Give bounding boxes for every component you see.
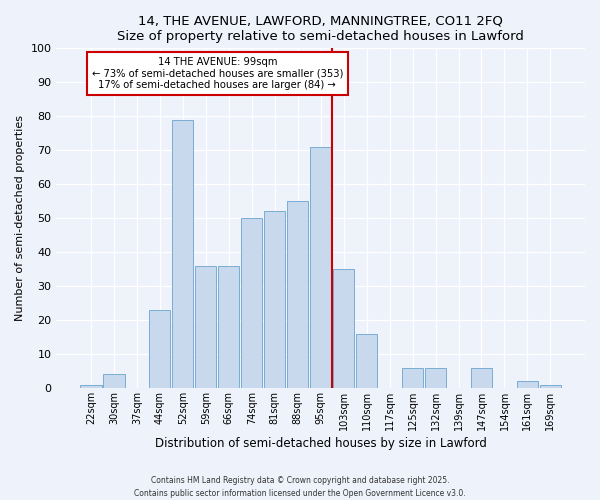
Bar [333,269,354,388]
Bar [287,201,308,388]
Bar [517,381,538,388]
Bar [425,368,446,388]
Bar [540,384,561,388]
Y-axis label: Number of semi-detached properties: Number of semi-detached properties [15,115,25,321]
Bar [172,120,193,388]
Bar [80,384,101,388]
Bar [149,310,170,388]
Bar [241,218,262,388]
Bar [402,368,423,388]
Bar [471,368,492,388]
Text: 14 THE AVENUE: 99sqm
← 73% of semi-detached houses are smaller (353)
17% of semi: 14 THE AVENUE: 99sqm ← 73% of semi-detac… [92,57,343,90]
Bar [103,374,125,388]
Bar [310,147,331,388]
Title: 14, THE AVENUE, LAWFORD, MANNINGTREE, CO11 2FQ
Size of property relative to semi: 14, THE AVENUE, LAWFORD, MANNINGTREE, CO… [117,15,524,43]
Bar [356,334,377,388]
Bar [195,266,217,388]
Text: Contains HM Land Registry data © Crown copyright and database right 2025.
Contai: Contains HM Land Registry data © Crown c… [134,476,466,498]
Bar [218,266,239,388]
X-axis label: Distribution of semi-detached houses by size in Lawford: Distribution of semi-detached houses by … [155,437,487,450]
Bar [264,212,286,388]
